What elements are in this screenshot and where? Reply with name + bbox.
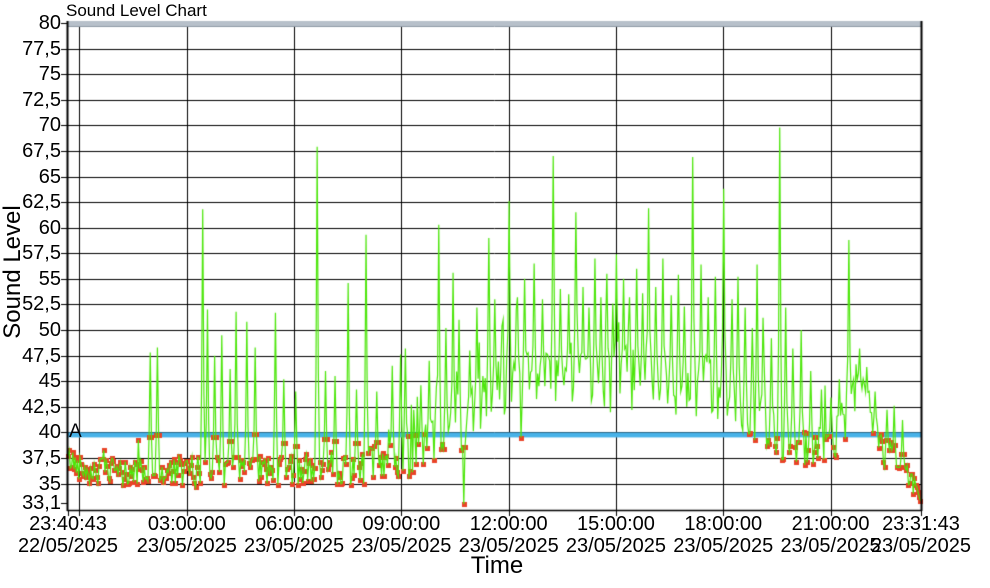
x-tick-label: 06:00:00 23/05/2025 — [229, 514, 359, 556]
x-tick-label: 15:00:00 23/05/2025 — [551, 514, 681, 556]
y-tick-label: 77,5 — [22, 37, 61, 60]
x-tick-time: 15:00:00 — [577, 513, 655, 535]
y-tick-label: 80 — [38, 12, 61, 34]
x-tick-label: 09:00:00 23/05/2025 — [336, 514, 466, 556]
y-tick-label: 33,1 — [22, 492, 61, 515]
x-tick-time: 03:00:00 — [147, 513, 226, 535]
x-tick-time: 12:00:00 — [469, 513, 548, 535]
x-tick-date: 23/05/2025 — [458, 535, 559, 557]
x-tick-time: 21:00:00 — [791, 513, 870, 535]
x-axis-title: Time — [470, 552, 524, 579]
x-tick-label: 23:31:43 23/05/2025 — [856, 514, 986, 556]
y-tick-label: 35 — [38, 472, 61, 495]
x-tick-date: 23/05/2025 — [673, 535, 774, 557]
y-tick-label: 55 — [38, 267, 61, 290]
y-tick-label: 67,5 — [22, 139, 61, 162]
x-tick-date: 23/05/2025 — [565, 535, 667, 557]
x-tick-time: 06:00:00 — [255, 513, 333, 535]
threshold-a-label: A — [69, 421, 82, 442]
y-tick-label: 65 — [38, 165, 61, 188]
x-tick-date: 23/05/2025 — [351, 535, 452, 557]
y-tick-label: 62,5 — [22, 191, 61, 214]
y-tick-label: 37,5 — [22, 447, 61, 469]
x-tick-date: 23/05/2025 — [870, 535, 972, 557]
y-tick-label: 72,5 — [22, 88, 61, 111]
y-tick-label: 70 — [38, 114, 61, 137]
y-tick-label: 50 — [38, 319, 61, 342]
x-tick-date: 22/05/2025 — [17, 535, 119, 557]
y-tick-label: 47,5 — [22, 344, 61, 367]
y-tick-label: 75 — [38, 63, 61, 86]
x-tick-time: 23:31:43 — [882, 513, 960, 535]
x-tick-time: 18:00:00 — [684, 513, 763, 535]
x-tick-label: 23:40:43 22/05/2025 — [3, 514, 133, 556]
x-tick-date: 23/05/2025 — [136, 535, 237, 557]
y-tick-label: 57,5 — [22, 242, 61, 265]
chart-title: Sound Level Chart — [66, 1, 207, 20]
x-tick-time: 23:40:43 — [29, 513, 107, 535]
y-tick-label: 52,5 — [22, 293, 61, 316]
x-tick-label: 03:00:00 23/05/2025 — [122, 514, 252, 556]
y-tick-label: 42,5 — [22, 395, 61, 418]
x-tick-label: 18:00:00 23/05/2025 — [658, 514, 788, 556]
x-tick-time: 09:00:00 — [362, 513, 441, 535]
y-tick-label: 40 — [38, 421, 61, 444]
y-tick-label: 45 — [38, 370, 61, 393]
x-tick-label: 12:00:00 23/05/2025 — [444, 514, 574, 556]
y-tick-label: 60 — [38, 216, 61, 239]
x-tick-date: 23/05/2025 — [244, 535, 345, 557]
x-tick-label: 21:00:00 23/05/2025 — [766, 514, 896, 556]
x-tick-date: 23/05/2025 — [780, 535, 881, 557]
